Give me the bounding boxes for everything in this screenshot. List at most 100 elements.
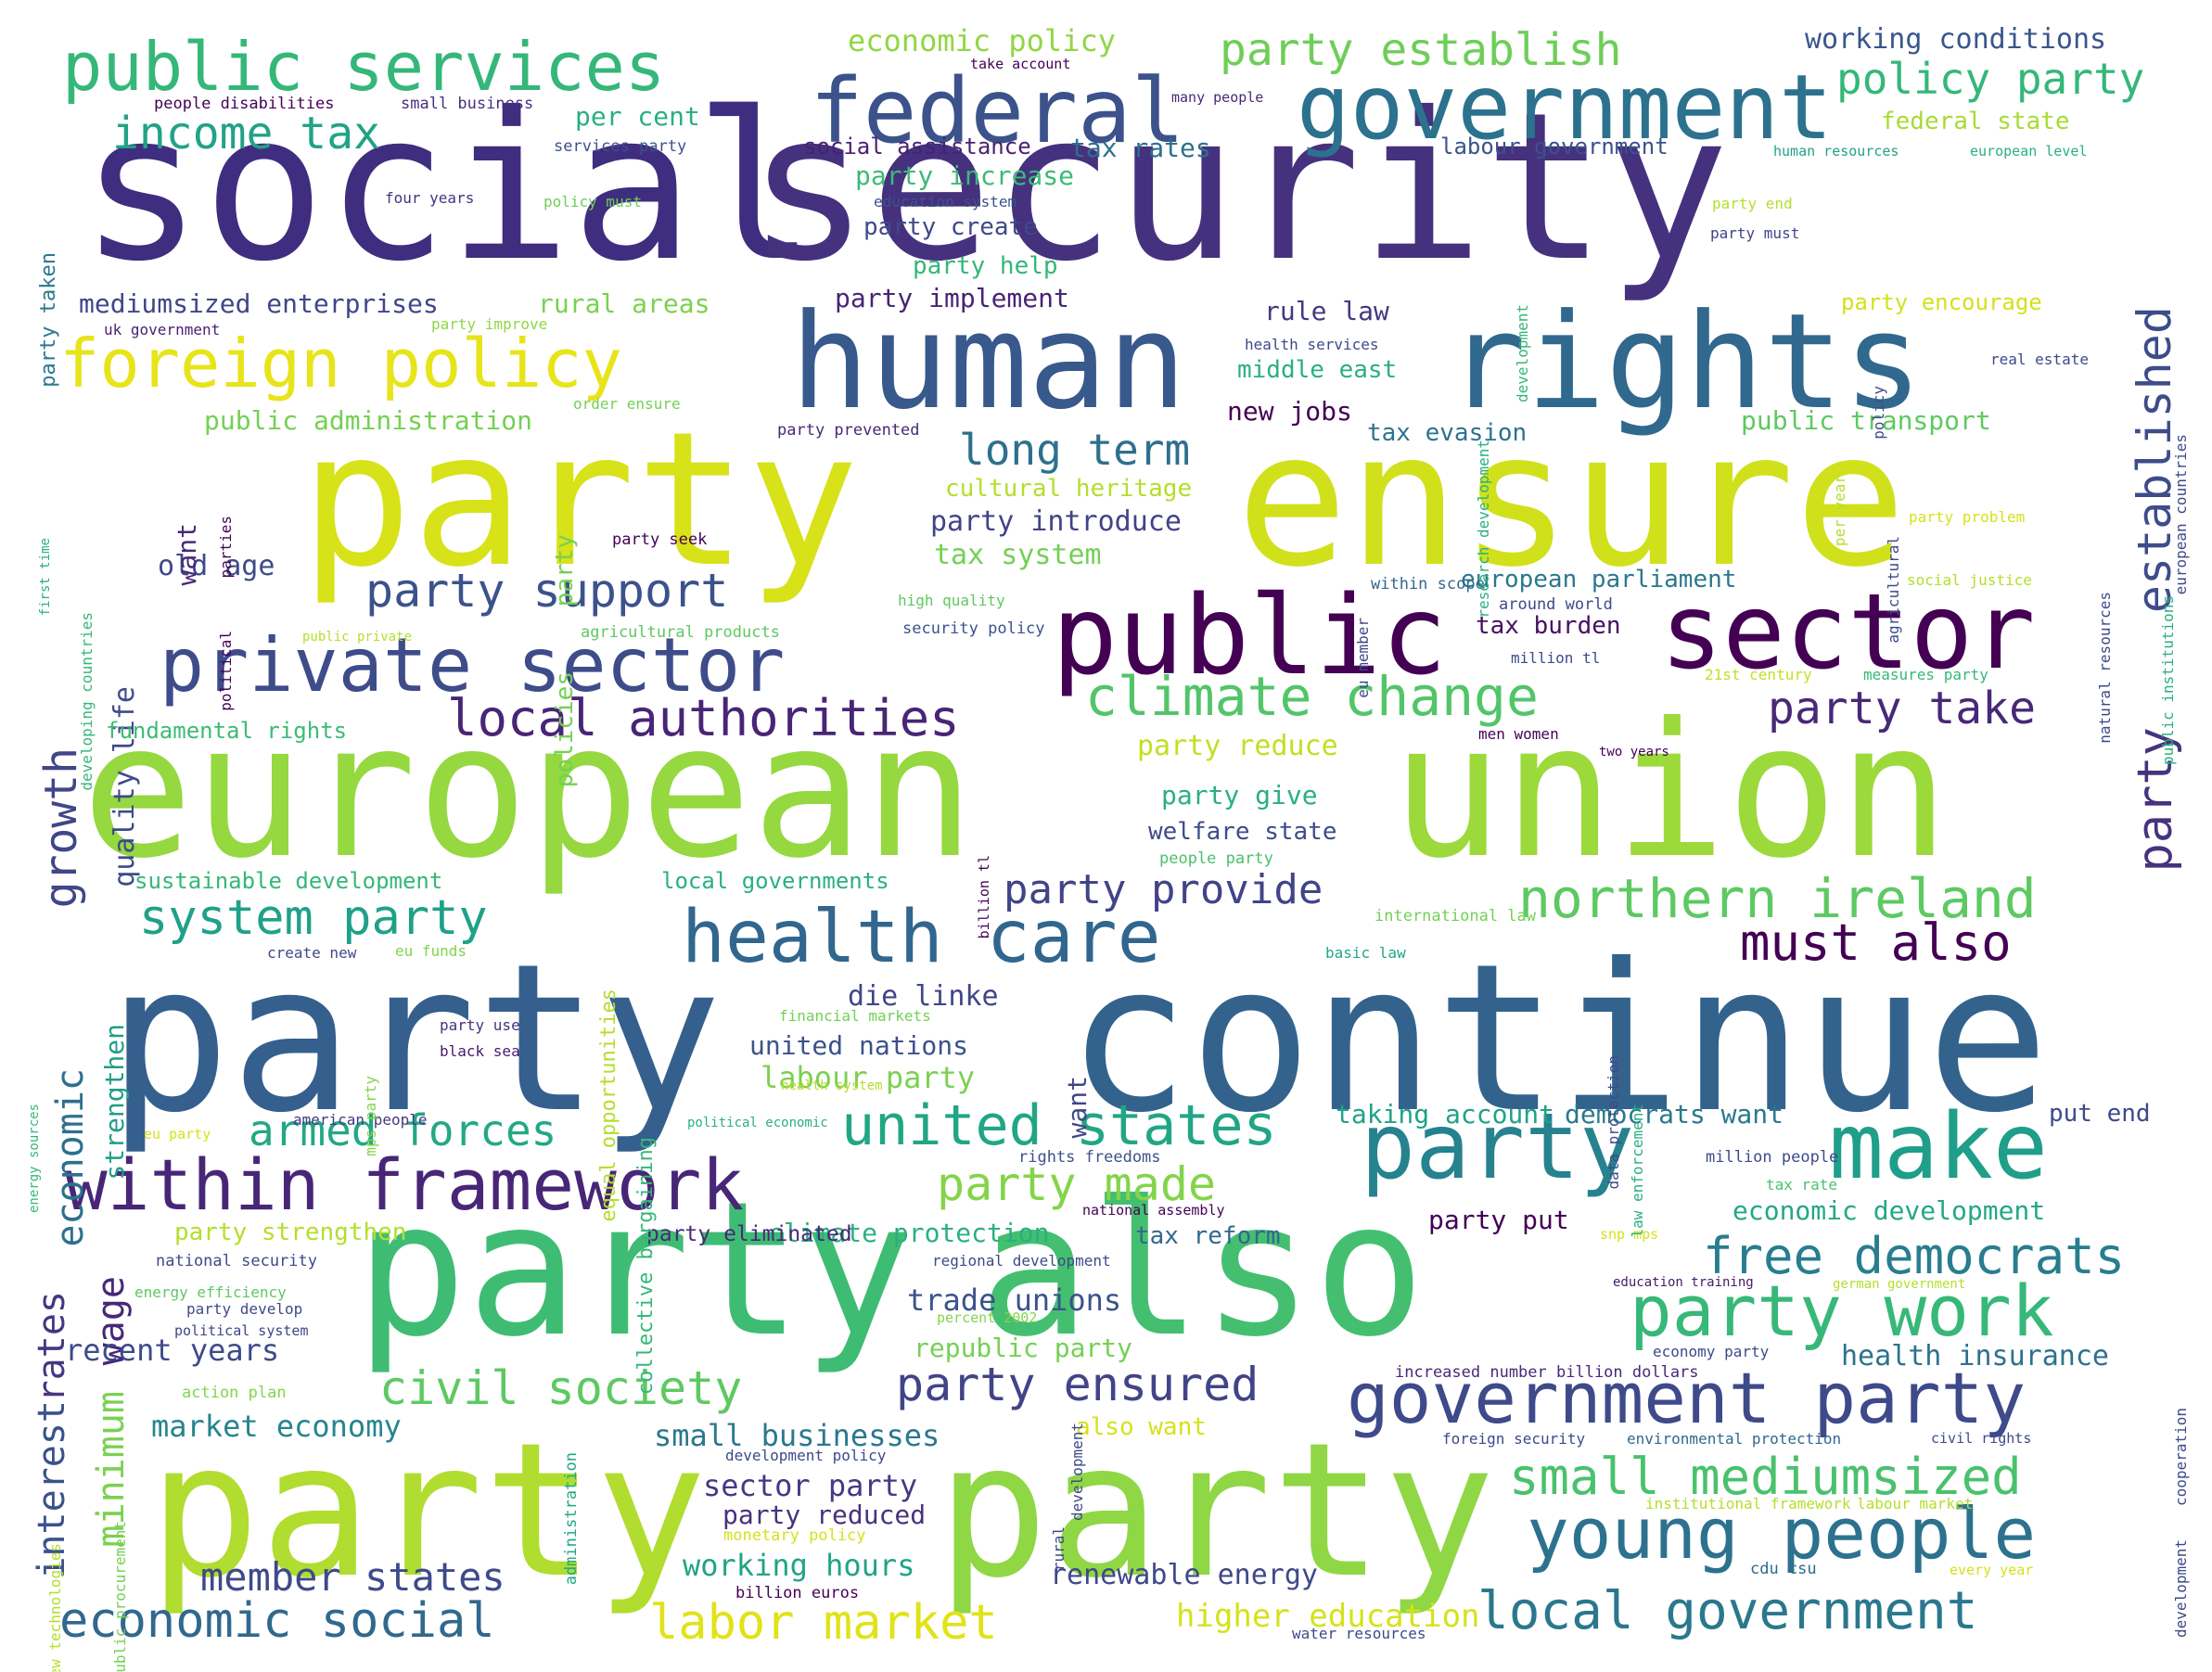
word: social	[80, 69, 817, 306]
word: security policy	[902, 619, 1045, 638]
word: men women	[1478, 725, 1559, 743]
word: public administration	[204, 405, 533, 436]
word: party	[148, 1403, 708, 1619]
word: development	[2172, 1539, 2190, 1638]
word: sector	[1660, 572, 2036, 693]
word: regional development	[932, 1252, 1111, 1270]
word: party take	[1768, 683, 2036, 734]
word: make	[1829, 1094, 2049, 1200]
word: government party	[1347, 1357, 2027, 1439]
word: environmental protection	[1627, 1430, 1842, 1448]
word: american people	[293, 1111, 428, 1129]
word: climate protection	[768, 1218, 1050, 1248]
word: party ensured	[896, 1358, 1259, 1411]
word: party end	[1712, 195, 1793, 212]
word: tax reform	[1135, 1222, 1281, 1250]
word: united states	[841, 1093, 1277, 1158]
word: billion euros	[735, 1584, 860, 1602]
word: economy party	[1653, 1343, 1770, 1360]
word: many people	[1171, 89, 1264, 106]
word: renewable energy	[1050, 1559, 1318, 1591]
word: public	[1052, 571, 1448, 699]
word: every year	[1950, 1562, 2034, 1578]
word: agricultural products	[581, 623, 780, 642]
word: political	[217, 631, 235, 711]
word: party must	[1710, 224, 1800, 242]
word: party implement	[835, 283, 1069, 313]
word: republic party	[914, 1333, 1133, 1363]
word: black sea	[440, 1042, 520, 1060]
word: local government	[1477, 1581, 1978, 1641]
word: policy	[1870, 386, 1887, 440]
word: labor market	[649, 1595, 998, 1651]
word: institutional framework	[1645, 1495, 1851, 1512]
word: order ensure	[573, 395, 681, 413]
word: free democrats	[1703, 1227, 2126, 1285]
word: small businesses	[654, 1418, 940, 1453]
word: party provide	[1004, 866, 1323, 913]
word: party	[300, 392, 860, 608]
word: recent years	[65, 1333, 280, 1368]
word: party encourage	[1841, 289, 2042, 315]
word: rights	[1447, 286, 1923, 439]
word: development	[1514, 304, 1531, 402]
word: social justice	[1907, 571, 2032, 589]
word: social assistance	[803, 134, 1031, 160]
word: people disabilities	[154, 95, 335, 113]
word: cdu csu	[1750, 1560, 1817, 1578]
word: first time	[38, 538, 53, 617]
word: want	[172, 523, 202, 586]
word: continue	[1067, 920, 2050, 1157]
word: party create	[863, 213, 1038, 241]
word: party	[108, 920, 722, 1157]
word: european level	[1970, 143, 2088, 160]
word: high quality	[898, 592, 1005, 609]
word: party	[937, 1403, 1496, 1619]
word: rule law	[1264, 296, 1389, 326]
word: party prevented	[777, 421, 920, 440]
word: rural areas	[538, 288, 710, 319]
word: uk government	[104, 321, 221, 338]
word: tax evasion	[1367, 419, 1528, 447]
word: party seek	[612, 530, 708, 549]
word: eu funds	[395, 942, 467, 960]
word: climate change	[1085, 665, 1539, 728]
word: collective bargaining	[634, 1137, 658, 1396]
word: energy sources	[27, 1104, 42, 1214]
word: measures party	[1863, 666, 1988, 683]
word: percent 2002	[937, 1309, 1038, 1326]
word: local governments	[661, 868, 889, 894]
word: health services	[1245, 336, 1379, 353]
word: tax rate	[1766, 1176, 1838, 1193]
word: million tl	[1511, 649, 1601, 667]
word: snp mps	[1600, 1226, 1659, 1243]
word: agricultural	[1885, 536, 1902, 644]
word: per year	[1831, 475, 1848, 547]
word: foreign security	[1442, 1430, 1586, 1448]
word: european countries	[2172, 434, 2190, 595]
word: political economic	[687, 1116, 828, 1130]
word: strengthen	[99, 1024, 130, 1181]
word: new jobs	[1227, 396, 1352, 427]
word: education system	[874, 193, 1017, 211]
word: party eliminated	[646, 1222, 852, 1246]
word: higher education	[1176, 1598, 1480, 1635]
word: union	[1391, 683, 1950, 900]
word: party work	[1630, 1270, 2054, 1352]
word: member states	[200, 1554, 505, 1600]
word: international law	[1375, 907, 1536, 925]
word: party made	[937, 1157, 1217, 1211]
word: welfare state	[1148, 818, 1337, 846]
word: sector party	[703, 1468, 918, 1503]
word: health insurance	[1841, 1340, 2109, 1372]
word: system party	[139, 890, 488, 946]
word: million people	[1706, 1148, 1839, 1167]
word: labour market	[1857, 1495, 1974, 1512]
word: young people	[1527, 1492, 2037, 1575]
word: data protection	[1605, 1055, 1622, 1190]
word: energy efficiency	[134, 1283, 287, 1301]
word: mediumsized enterprises	[79, 288, 439, 319]
word: ensure	[1236, 392, 1907, 608]
word: armed forces	[249, 1105, 557, 1155]
